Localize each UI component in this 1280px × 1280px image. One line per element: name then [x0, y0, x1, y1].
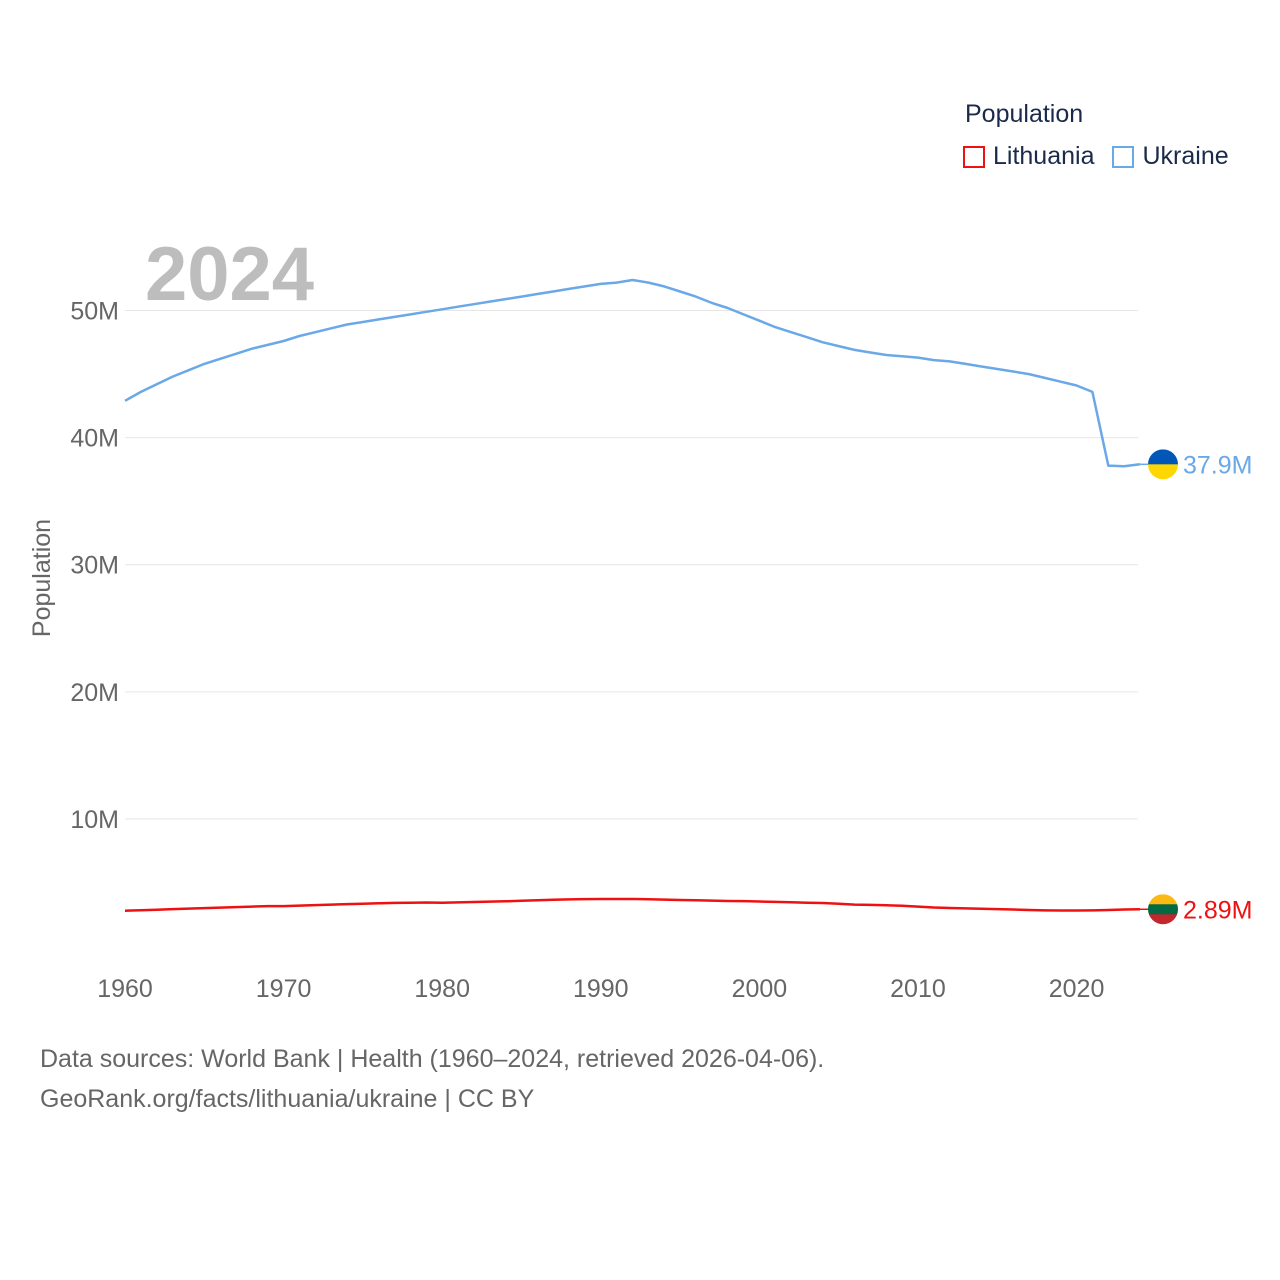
- series-end-markers: 2.89M 37.9M: [1140, 449, 1252, 925]
- end-value-label-ukraine: 37.9M: [1183, 451, 1252, 479]
- legend-swatch-ukraine: [1112, 145, 1135, 168]
- x-tick-label: 1990: [573, 975, 629, 1003]
- legend-label-ukraine: Ukraine: [1142, 142, 1229, 170]
- x-axis: 1960 1970 1980 1990 2000 2010 2020: [97, 975, 1104, 1003]
- year-label: 2024: [145, 232, 314, 317]
- x-tick-label: 2020: [1049, 975, 1105, 1003]
- legend: Lithuania Ukraine: [963, 142, 1247, 171]
- series-lines: [124, 278, 1141, 912]
- footer-source: Data sources: World Bank | Health (1960–…: [40, 1045, 825, 1073]
- flag-lithuania-icon: [1148, 894, 1178, 925]
- legend-label-lithuania: Lithuania: [993, 142, 1095, 170]
- legend-swatch-lithuania: [963, 145, 985, 168]
- y-tick-label: 10M: [70, 806, 119, 834]
- series-line-ukraine[interactable]: [124, 278, 1141, 468]
- y-tick-label: 40M: [70, 425, 119, 453]
- legend-item-lithuania[interactable]: Lithuania: [963, 142, 1094, 171]
- gridlines: [125, 310, 1138, 820]
- y-tick-label: 50M: [70, 298, 119, 326]
- series-line-lithuania[interactable]: [124, 897, 1141, 912]
- x-tick-label: 1960: [97, 975, 153, 1003]
- x-tick-label: 1980: [414, 975, 470, 1003]
- y-axis-label: Population: [28, 519, 56, 637]
- footer-attribution[interactable]: GeoRank.org/facts/lithuania/ukraine | CC…: [40, 1085, 535, 1113]
- legend-title: Population: [965, 100, 1084, 128]
- end-value-label-lithuania: 2.89M: [1183, 896, 1252, 924]
- y-tick-label: 30M: [70, 552, 119, 580]
- x-tick-label: 2010: [890, 975, 946, 1003]
- flag-ukraine-icon: [1148, 449, 1178, 480]
- x-tick-label: 2000: [732, 975, 788, 1003]
- y-axis: 10M 20M 30M 40M 50M: [70, 298, 119, 834]
- y-tick-label: 20M: [70, 679, 119, 707]
- x-tick-label: 1970: [256, 975, 312, 1003]
- legend-item-ukraine[interactable]: Ukraine: [1112, 142, 1229, 171]
